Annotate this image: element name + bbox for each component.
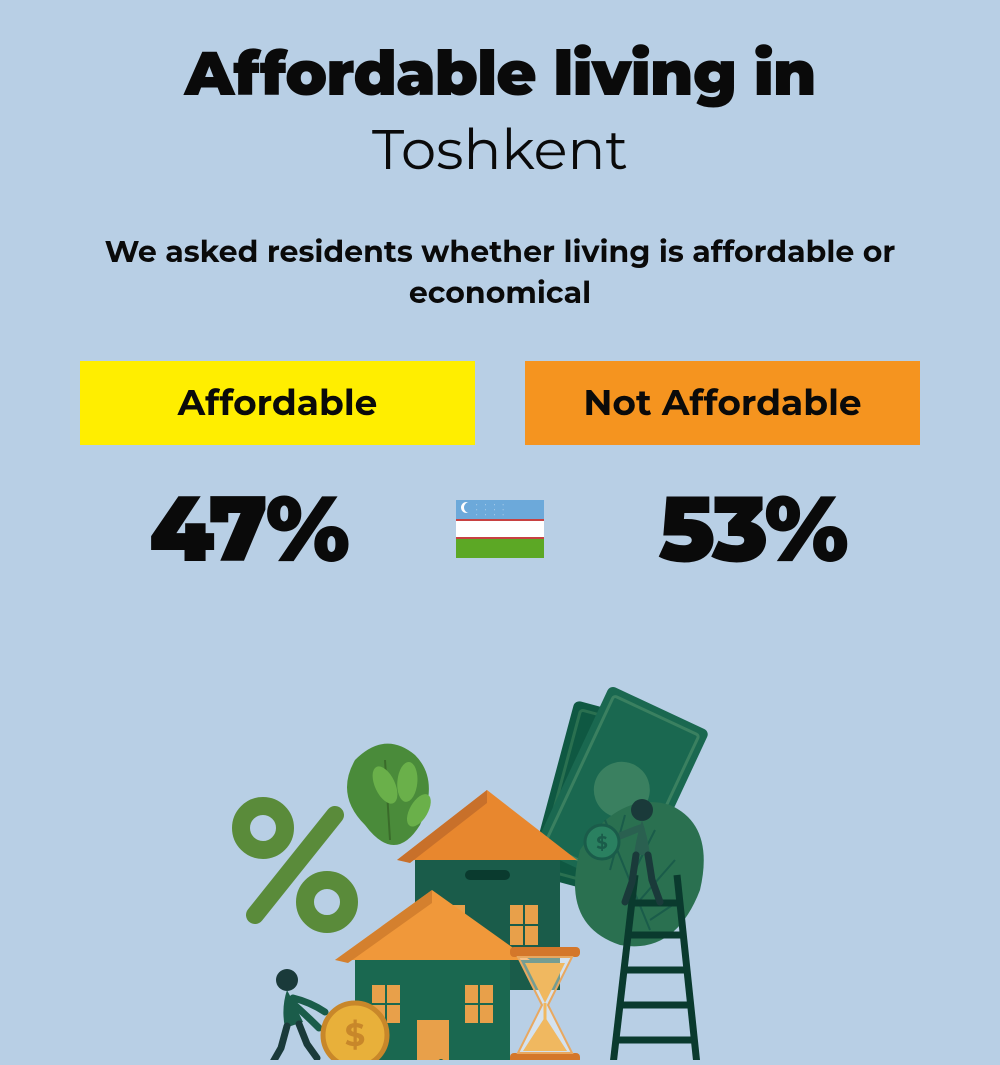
percents-row: 47% • • • •• • • •• • • • 53%: [0, 473, 1000, 585]
coin-icon: $: [323, 1003, 387, 1060]
badges-row: Affordable Not Affordable: [0, 361, 1000, 445]
svg-text:$: $: [596, 832, 607, 854]
hourglass-icon: [510, 947, 580, 1060]
subtitle-text: We asked residents whether living is aff…: [0, 232, 1000, 313]
percent-symbol-icon: [241, 806, 349, 924]
percent-not-affordable: 53%: [584, 473, 920, 585]
house-money-illustration-icon: $ $: [190, 680, 810, 1060]
badge-not-affordable: Not Affordable: [525, 361, 920, 445]
title-line1: Affordable living in: [0, 35, 1000, 111]
title-line2: Toshkent: [0, 116, 1000, 184]
uzbekistan-flag-icon: • • • •• • • •• • • •: [456, 500, 544, 558]
infographic-container: Affordable living in Toshkent We asked r…: [0, 0, 1000, 585]
person-coin-icon: [273, 969, 325, 1060]
badge-affordable: Affordable: [80, 361, 475, 445]
svg-text:$: $: [345, 1016, 365, 1055]
percent-affordable: 47%: [80, 473, 416, 585]
